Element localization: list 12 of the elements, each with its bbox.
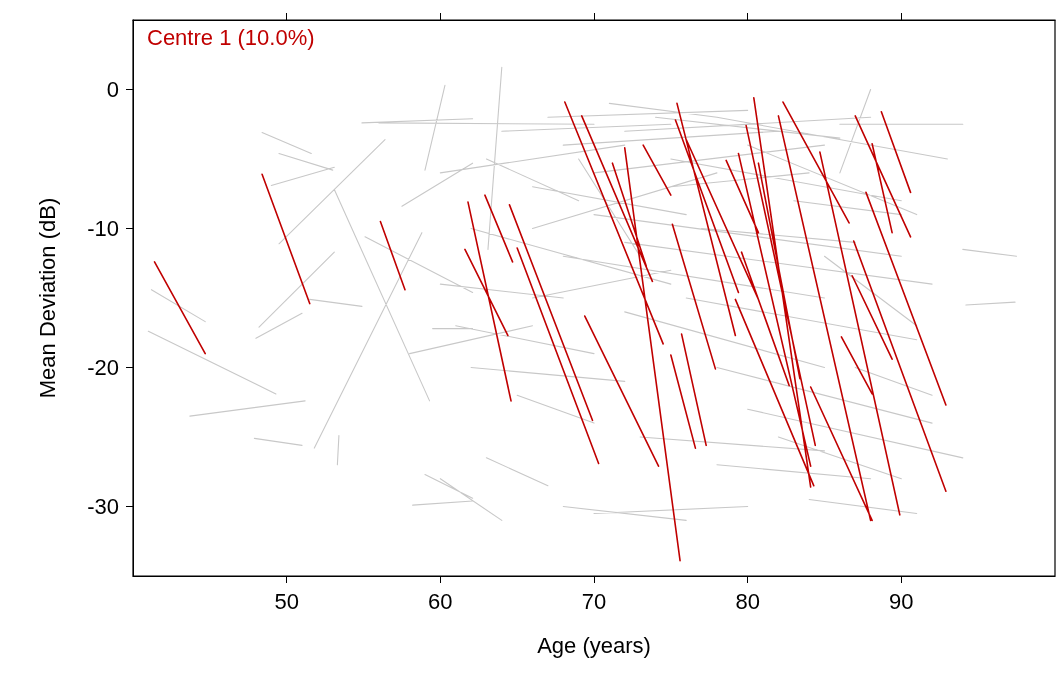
x-tick-label: 90	[889, 588, 914, 614]
x-tick-label: 80	[735, 588, 760, 614]
x-tick-label: 60	[428, 588, 453, 614]
y-tick-label: -30	[87, 494, 119, 519]
text: Centre 1 (10.0%)	[147, 24, 315, 50]
y-tick-label: -20	[87, 355, 119, 380]
y-tick-label: 0	[106, 77, 119, 102]
y-tick-label: -10	[87, 216, 119, 241]
x-tick-label: 70	[581, 588, 607, 614]
x-tick-label: 50	[274, 588, 299, 614]
y-axis-title: Mean Deviation (dB)	[34, 197, 60, 399]
x-axis-title: Age (years)	[537, 632, 651, 658]
